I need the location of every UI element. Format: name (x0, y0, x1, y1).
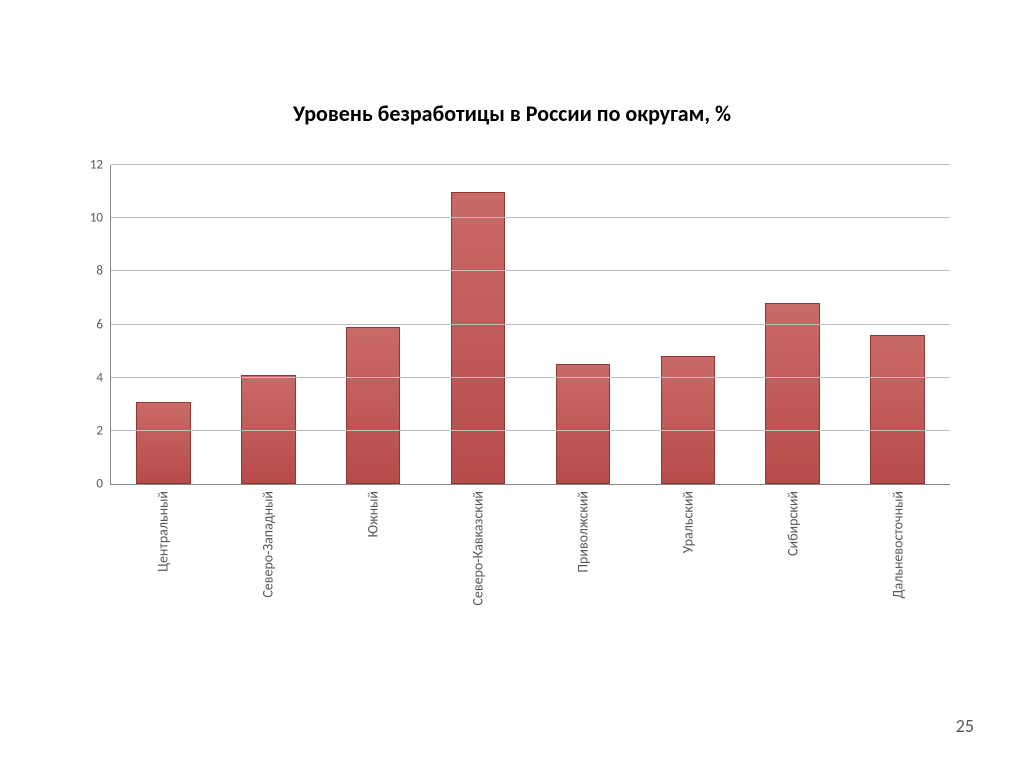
x-tick-label: Северо-Кавказский (469, 491, 486, 606)
gridline: 8 (111, 270, 950, 271)
bars-container (111, 165, 950, 484)
x-label-slot: Центральный (110, 491, 215, 685)
plot-area: 024681012 (110, 165, 950, 485)
x-tick-label: Южный (364, 491, 381, 537)
x-label-slot: Приволжский (530, 491, 635, 685)
x-tick-label: Приволжский (574, 491, 591, 573)
gridline: 2 (111, 430, 950, 431)
x-tick-label: Центральный (154, 491, 171, 572)
x-label-slot: Сибирский (740, 491, 845, 685)
y-tick-label: 0 (96, 477, 111, 492)
gridline: 12 (111, 164, 950, 165)
x-tick-label: Северо-Западный (259, 491, 276, 598)
x-axis-labels: Центральный Северо-Западный Южный Северо-Ка… (110, 491, 950, 685)
chart-title: Уровень безработицы в России по округам,… (0, 100, 1024, 127)
x-tick-label: Дальневосточный (889, 491, 906, 599)
bar (765, 303, 820, 484)
bar (346, 327, 401, 484)
bar (136, 402, 191, 484)
bar-slot (426, 165, 531, 484)
bar-slot (111, 165, 216, 484)
y-tick-label: 4 (96, 370, 111, 385)
bar-slot (321, 165, 426, 484)
bar-slot (740, 165, 845, 484)
bar-slot (845, 165, 950, 484)
x-label-slot: Дальневосточный (845, 491, 950, 685)
bar (556, 364, 611, 484)
x-label-slot: Уральский (635, 491, 740, 685)
y-tick-label: 8 (96, 264, 111, 279)
y-tick-label: 12 (90, 158, 111, 173)
bar-slot (216, 165, 321, 484)
x-label-slot: Южный (320, 491, 425, 685)
gridline: 10 (111, 217, 950, 218)
x-tick-label: Сибирский (784, 491, 801, 556)
x-tick-label: Уральский (679, 491, 696, 553)
bar (451, 192, 506, 484)
x-label-slot: Северо-Кавказский (425, 491, 530, 685)
bar-slot (531, 165, 636, 484)
bar (870, 335, 925, 484)
bar (661, 356, 716, 484)
y-tick-label: 10 (90, 211, 111, 226)
x-label-slot: Северо-Западный (215, 491, 320, 685)
gridline: 6 (111, 324, 950, 325)
bar-slot (635, 165, 740, 484)
gridline: 4 (111, 377, 950, 378)
page-number: 25 (956, 715, 974, 737)
y-tick-label: 2 (96, 423, 111, 438)
bar-chart: 0 2 4 6 8 10 12 Центральный Северо-Западный Южны… (70, 165, 950, 685)
y-tick-label: 6 (96, 317, 111, 332)
